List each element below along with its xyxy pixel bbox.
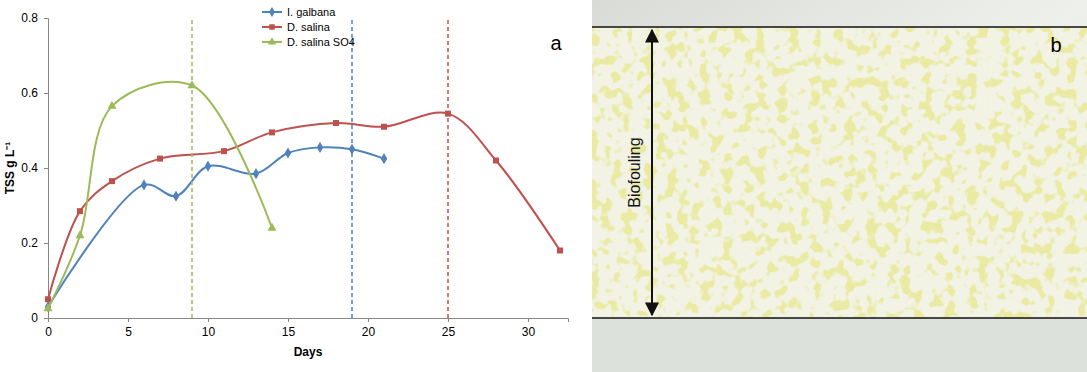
x-tick: 10 [202, 318, 216, 339]
x-axis-line [49, 319, 569, 323]
legend-label: I. galbana [287, 6, 336, 18]
marker [109, 178, 115, 184]
x-tick-mark [368, 318, 369, 322]
panel-letter: b [1050, 34, 1061, 56]
y-tick: 0.4 [21, 161, 48, 175]
marker [45, 296, 51, 302]
marker [269, 129, 275, 135]
biofilm-band [592, 27, 1087, 318]
x-tick-label: 15 [282, 325, 296, 339]
y-tick: 0 [31, 311, 48, 325]
series-line [48, 147, 384, 307]
x-tick: 20 [362, 318, 376, 339]
legend-item: I. galbana [262, 6, 336, 18]
y-tick-label: 0 [31, 311, 38, 325]
marker [253, 168, 259, 179]
legend-label: D. salina [287, 21, 331, 33]
series-line [48, 82, 272, 309]
series-line [48, 113, 560, 300]
x-tick: 25 [442, 318, 456, 339]
x-tick-label: 5 [125, 325, 132, 339]
marker [557, 248, 563, 254]
legend-label: D. salina SO4 [287, 36, 355, 48]
y-tick-mark [44, 93, 48, 94]
figure: 0 5 10 15 20 25 30 0 0.2 0.4 0.6 0.8 Days TSS g L⁻¹ a I… [0, 0, 1087, 372]
marker [187, 80, 196, 88]
marker [349, 144, 355, 155]
y-tick: 0.2 [21, 236, 48, 250]
marker [75, 230, 84, 238]
marker [445, 111, 451, 117]
legend-marker [268, 37, 276, 44]
x-tick-label: 30 [522, 325, 536, 339]
x-tick: 15 [282, 318, 296, 339]
x-tick-mark [528, 318, 529, 322]
x-tick: 30 [522, 318, 536, 339]
y-tick-mark [44, 318, 48, 319]
x-tick-mark [288, 318, 289, 322]
marker [267, 223, 276, 231]
x-axis: 0 5 10 15 20 25 30 [45, 318, 568, 339]
photo-background [592, 0, 1087, 372]
x-axis-title: Days [294, 345, 323, 359]
y-tick-label: 0.8 [21, 11, 38, 25]
legend: I. galbana D. salina D. salina SO4 [262, 6, 355, 48]
biofouling-arrow [651, 30, 653, 315]
y-tick-label: 0.2 [21, 236, 38, 250]
photo-label: Biofouling [626, 137, 643, 207]
marker [381, 124, 387, 130]
marker [333, 120, 339, 126]
y-tick: 0.6 [21, 86, 48, 100]
y-tick-mark [44, 18, 48, 19]
biofilm-speckles [592, 27, 1087, 318]
legend-marker [269, 7, 275, 17]
y-tick-label: 0.6 [21, 86, 38, 100]
x-tick-label: 0 [45, 325, 52, 339]
x-tick-mark [448, 318, 449, 322]
band-edge [592, 317, 1087, 319]
harvest-line [191, 18, 193, 318]
y-tick-label: 0.4 [21, 161, 38, 175]
harvest-line [447, 18, 449, 318]
x-tick-mark [128, 318, 129, 322]
y-axis: 0 0.2 0.4 0.6 0.8 [21, 11, 48, 325]
marker [77, 208, 83, 214]
marker [205, 161, 211, 172]
legend-item: D. salina SO4 [262, 36, 355, 48]
y-axis-title: TSS g L⁻¹ [3, 142, 17, 195]
y-axis-line [44, 19, 49, 319]
marker [317, 142, 323, 153]
x-tick-label: 20 [362, 325, 376, 339]
marker [43, 303, 52, 311]
y-tick-mark [44, 243, 48, 244]
x-tick-label: 10 [202, 325, 216, 339]
legend-item: D. salina [262, 21, 331, 33]
x-tick-mark [208, 318, 209, 322]
band-edge [592, 26, 1087, 28]
marker [221, 148, 227, 154]
legend-marker [269, 24, 274, 29]
marker [157, 156, 163, 162]
marker [173, 191, 179, 202]
y-tick-mark [44, 168, 48, 169]
x-tick: 0 [45, 318, 52, 339]
marker [141, 179, 147, 190]
marker [285, 147, 291, 158]
water-below [592, 318, 1087, 372]
marker [107, 101, 116, 109]
photo: Biofouling b [592, 0, 1087, 372]
harvest-line [351, 18, 353, 318]
y-tick: 0.8 [21, 11, 48, 25]
plot-area [43, 18, 563, 318]
x-tick: 5 [125, 318, 132, 339]
marker [381, 153, 387, 164]
marker [493, 158, 499, 164]
x-tick-label: 25 [442, 325, 456, 339]
panel-letter: a [550, 32, 562, 54]
